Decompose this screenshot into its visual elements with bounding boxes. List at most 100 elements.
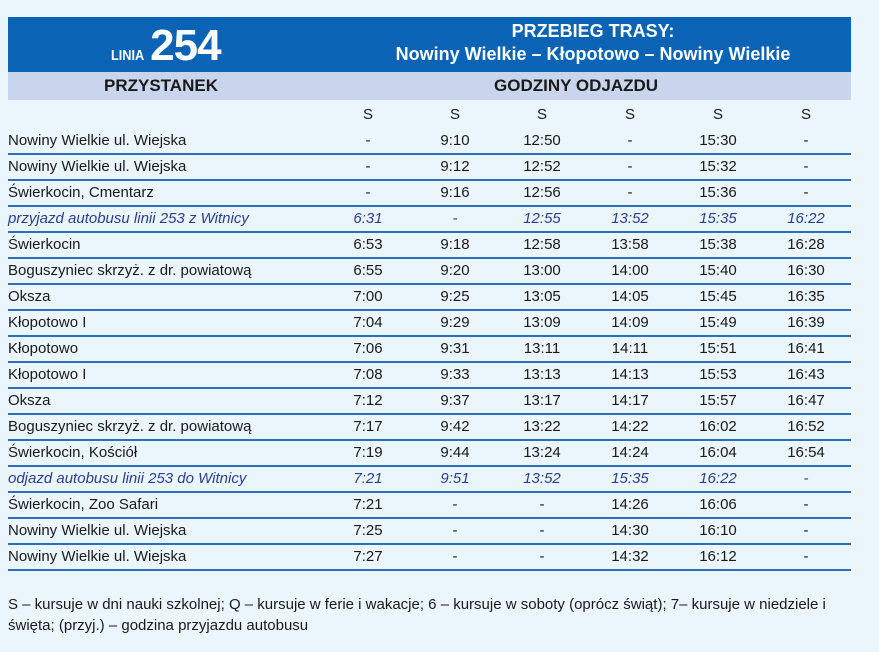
- departure-time: 15:57: [699, 392, 737, 409]
- table-row: Kłopotowo I 7:08 9:33 13:13 14:13 15:53 16:43: [8, 361, 851, 389]
- stop-name: Świerkocin: [8, 236, 81, 253]
- departure-time: 16:02: [699, 418, 737, 435]
- timetable-header: LINIA 254 PRZEBIEG TRASY: Nowiny Wielkie…: [8, 17, 851, 72]
- departure-time: 14:00: [611, 262, 649, 279]
- departure-time: 7:25: [353, 522, 383, 539]
- departure-time: 9:37: [440, 392, 470, 409]
- departure-time: 13:13: [523, 366, 561, 383]
- stop-name: przyjazd autobusu linii 253 z Witnicy: [8, 210, 249, 227]
- stop-name: Kłopotowo I: [8, 314, 87, 331]
- departure-time: -: [627, 158, 633, 175]
- table-row: przyjazd autobusu linii 253 z Witnicy 6:3…: [8, 205, 851, 233]
- departure-time: -: [539, 522, 545, 539]
- departure-time: 12:58: [523, 236, 561, 253]
- stop-name: Nowiny Wielkie ul. Wiejska: [8, 522, 187, 539]
- departure-time: 7:27: [353, 548, 383, 565]
- route-description: Nowiny Wielkie – Kłopotowo – Nowiny Wiel…: [395, 44, 791, 64]
- departure-time: 9:29: [440, 314, 470, 331]
- departure-time: 14:11: [611, 340, 649, 357]
- departure-time: 9:18: [440, 236, 470, 253]
- departure-time: 7:17: [353, 418, 383, 435]
- table-row: Kłopotowo 7:06 9:31 13:11 14:11 15:51 16:41: [8, 335, 851, 363]
- departure-time: 15:35: [611, 470, 649, 487]
- departure-time: 16:10: [699, 522, 737, 539]
- stop-column-header: PRZYSTANEK: [104, 76, 218, 95]
- departure-time: 13:52: [523, 470, 561, 487]
- stop-name: Nowiny Wielkie ul. Wiejska: [8, 548, 187, 565]
- departure-time: 15:35: [699, 210, 737, 227]
- stop-name: Świerkocin, Cmentarz: [8, 184, 154, 201]
- stop-name: Nowiny Wielkie ul. Wiejska: [8, 132, 187, 149]
- departure-time: -: [539, 548, 545, 565]
- departure-time: -: [803, 184, 809, 201]
- departure-time: 13:00: [523, 262, 561, 279]
- stop-name: Kłopotowo: [8, 340, 79, 357]
- stop-name: Świerkocin, Zoo Safari: [8, 496, 159, 513]
- departure-time: 14:22: [611, 418, 649, 435]
- departure-time: 16:39: [787, 314, 825, 331]
- departure-time: 16:41: [787, 340, 825, 357]
- departure-time: 7:19: [353, 444, 383, 461]
- departure-time: 14:09: [611, 314, 649, 331]
- departure-time: -: [803, 132, 809, 149]
- stop-name: Nowiny Wielkie ul. Wiejska: [8, 158, 187, 175]
- departure-time: 9:44: [440, 444, 470, 461]
- departure-time: -: [803, 522, 809, 539]
- departure-time: -: [452, 496, 458, 513]
- table-row: Nowiny Wielkie ul. Wiejska 7:25 - - 14:30 16:…: [8, 517, 851, 545]
- departure-time: 9:51: [440, 470, 470, 487]
- departure-time: 12:55: [523, 210, 561, 227]
- departure-time: 15:45: [699, 288, 737, 305]
- departure-time: 6:31: [353, 210, 383, 227]
- departure-time: S: [449, 106, 460, 123]
- departure-time: 15:53: [699, 366, 737, 383]
- departure-time: -: [803, 496, 809, 513]
- departure-time: -: [539, 496, 545, 513]
- departure-time: S: [536, 106, 547, 123]
- departure-time: 12:52: [523, 158, 561, 175]
- departure-time: 9:42: [440, 418, 470, 435]
- departure-time: -: [627, 132, 633, 149]
- departure-time: 16:04: [699, 444, 737, 461]
- stop-name: Boguszyniec skrzyż. z dr. powiatową: [8, 418, 252, 435]
- departure-time: 12:56: [523, 184, 561, 201]
- table-row: Kłopotowo I 7:04 9:29 13:09 14:09 15:49 16:39: [8, 309, 851, 337]
- departure-time: 7:08: [353, 366, 383, 383]
- stop-name: Oksza: [8, 392, 51, 409]
- departure-time: 15:49: [699, 314, 737, 331]
- departure-time: 16:28: [787, 236, 825, 253]
- departure-time: 14:32: [611, 548, 649, 565]
- table-row: odjazd autobusu linii 253 do Witnicy 7:21…: [8, 465, 851, 493]
- departure-time: 9:16: [440, 184, 470, 201]
- departure-time: 14:24: [611, 444, 649, 461]
- departure-time: 13:17: [523, 392, 561, 409]
- departure-time: 15:36: [699, 184, 737, 201]
- departure-time: -: [452, 210, 458, 227]
- stop-name: Kłopotowo I: [8, 366, 87, 383]
- line-label: LINIA 254: [108, 23, 222, 69]
- departure-time: S: [712, 106, 723, 123]
- departure-time: 13:05: [523, 288, 561, 305]
- departure-time: 7:00: [353, 288, 383, 305]
- departure-time: 15:30: [699, 132, 737, 149]
- times-column-header: GODZINY ODJAZDU: [494, 76, 659, 95]
- departure-time: 13:52: [611, 210, 649, 227]
- table-row: Oksza 7:00 9:25 13:05 14:05 15:45 16:35: [8, 283, 851, 311]
- departure-time: 13:11: [523, 340, 561, 357]
- departure-time: -: [803, 548, 809, 565]
- departure-time: 9:20: [440, 262, 470, 279]
- departure-time: 14:30: [611, 522, 649, 539]
- table-row: Świerkocin, Zoo Safari 7:21 - - 14:26 16:06 -: [8, 491, 851, 519]
- footnote: S – kursuje w dni nauki szkolnej; Q – ku…: [8, 596, 826, 634]
- departure-time: 13:24: [523, 444, 561, 461]
- departure-time: 13:09: [523, 314, 561, 331]
- table-row: Boguszyniec skrzyż. z dr. powiatową 6:55 9…: [8, 257, 851, 285]
- departure-time: 12:50: [523, 132, 561, 149]
- route-title: PRZEBIEG TRASY:: [511, 21, 675, 41]
- departure-time: 14:13: [611, 366, 649, 383]
- departure-time: 7:12: [353, 392, 383, 409]
- departure-time: 16:06: [699, 496, 737, 513]
- departure-time: 6:53: [353, 236, 383, 253]
- departure-time: 9:25: [440, 288, 470, 305]
